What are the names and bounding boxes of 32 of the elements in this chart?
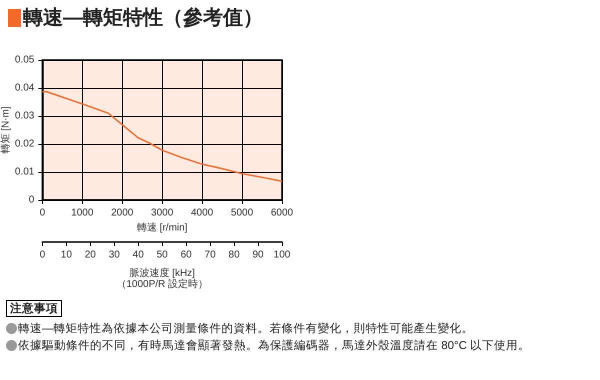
text: 依據驅動條件的不同，有時馬達會顯著發熱。為保護編碼器，馬達外殼溫度請在 80°C 以下使用。 — [18, 338, 530, 353]
x-tick-label: 6000 — [270, 208, 294, 218]
y-tick-label: 0.04 — [14, 82, 35, 94]
text: 轉速—轉矩特性為依據本公司測量條件的資料。若條件有變化，則特性可能產生變化。 — [18, 322, 474, 336]
line-series — [42, 90, 283, 182]
y-tick-label: 0.05 — [14, 54, 35, 66]
x2-tick-label: 90 — [252, 250, 264, 260]
y-axis-title: 轉矩 [N·m] — [0, 106, 12, 154]
x2-tick-label: 80 — [228, 250, 240, 260]
x-tick-label: 2000 — [111, 208, 134, 218]
x2-tick-label: 30 — [108, 250, 120, 260]
y-tick-label: 0.02 — [14, 138, 35, 150]
y-tick-label: 0 — [28, 194, 35, 206]
x2-tick-label: 0 — [40, 250, 46, 260]
x2-tick-label: 60 — [180, 250, 192, 260]
x2-tick-label: 10 — [60, 250, 72, 260]
x2-tick-label: 50 — [156, 250, 168, 260]
y-tick-label: 0.01 — [14, 166, 35, 178]
x2-tick-label: 70 — [204, 250, 216, 260]
x-tick-label: 5000 — [230, 208, 254, 218]
x2-tick-label: 40 — [132, 250, 144, 260]
x2-tick-label: 20 — [84, 250, 96, 260]
x-axis-title: 轉速 [r/min] — [136, 221, 188, 234]
text: 注意事項 — [6, 300, 62, 317]
x2-axis-title: 脈波速度 [kHz] （1000P/R 設定時） — [116, 267, 208, 290]
x-tick-label: 4000 — [190, 208, 214, 218]
x-tick-label: 3000 — [151, 208, 174, 218]
x-tick-label: 0 — [40, 208, 46, 218]
y-tick-label: 0.03 — [14, 110, 35, 122]
chart-title: 轉速—轉矩特性（參考值） — [23, 6, 263, 31]
x-tick-label: 1000 — [71, 208, 94, 218]
x2-tick-label: 100 — [274, 250, 291, 260]
